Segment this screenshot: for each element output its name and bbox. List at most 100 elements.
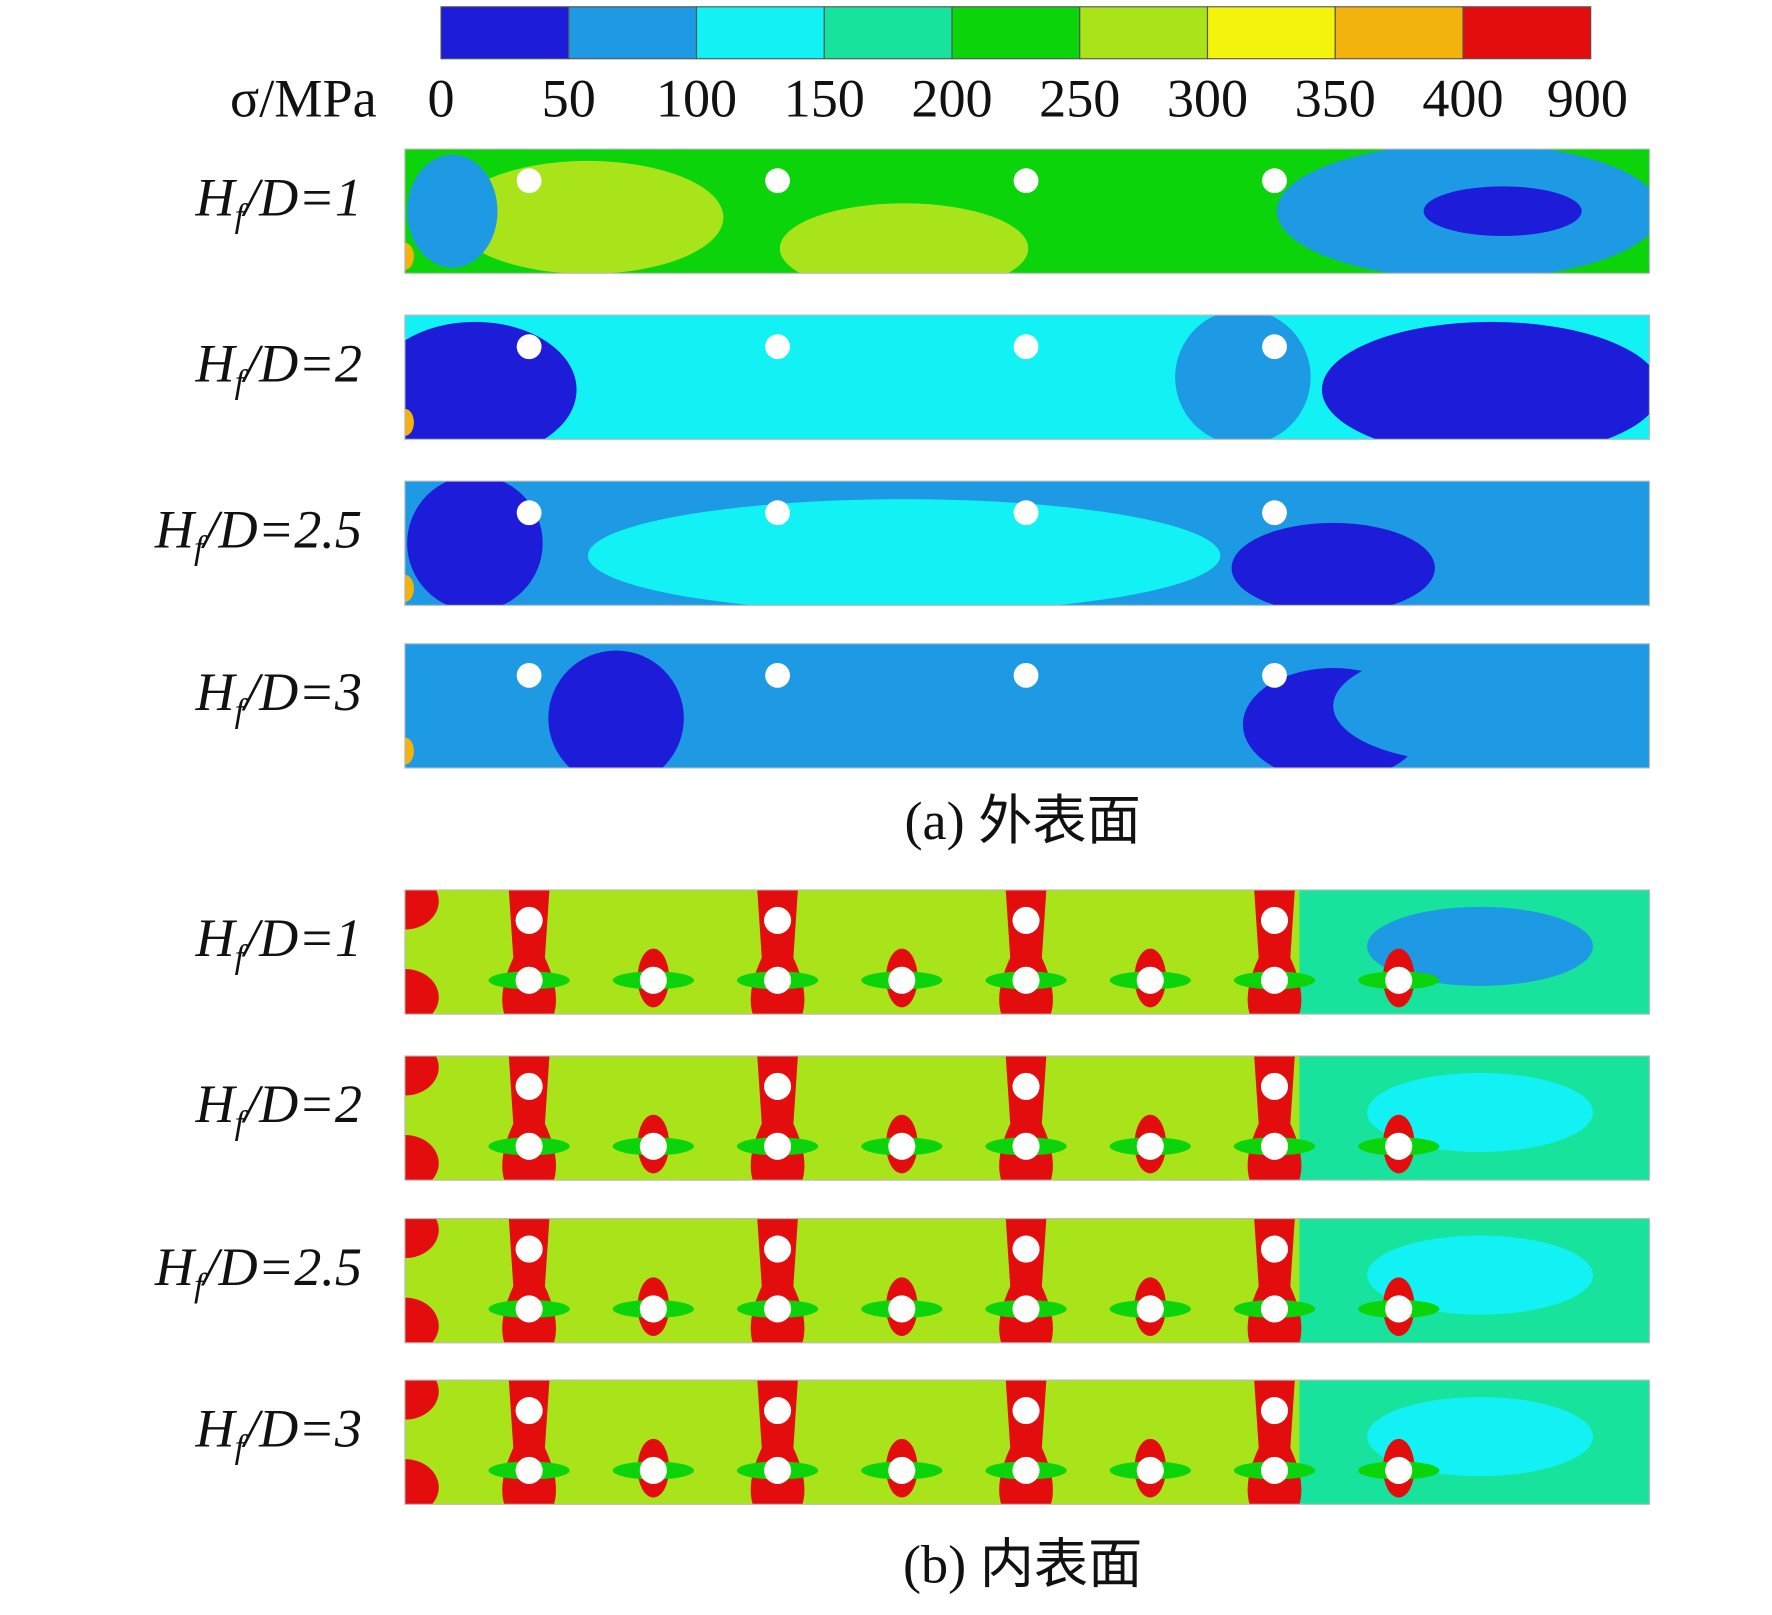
hole	[639, 1456, 667, 1484]
contour-plot	[404, 1055, 1651, 1181]
contour-region	[404, 1218, 439, 1259]
row-label: Hf/D=1	[195, 168, 362, 235]
colorbar-swatch	[1079, 6, 1209, 60]
colorbar-swatch	[440, 6, 570, 60]
hole	[1260, 1072, 1289, 1101]
contour-region	[1175, 315, 1311, 440]
contour-plot	[404, 889, 1651, 1015]
hole	[515, 906, 543, 934]
hole	[764, 1132, 792, 1160]
contour-region	[779, 203, 1029, 274]
label-ratio: /D=1	[241, 168, 362, 228]
hole	[1012, 966, 1040, 994]
hole	[1262, 662, 1287, 688]
contour-region	[404, 1055, 439, 1096]
contour-plot	[404, 1218, 1651, 1344]
row-label: Hf/D=3	[195, 1399, 362, 1466]
hole	[515, 966, 543, 994]
hole	[515, 1235, 543, 1263]
hole	[764, 1295, 792, 1323]
hole	[765, 168, 791, 194]
hole	[1262, 168, 1287, 194]
label-ratio: /D=1	[241, 909, 362, 969]
plot-border	[404, 1218, 1651, 1344]
hole	[765, 662, 791, 688]
hole	[1012, 1397, 1040, 1425]
contour-region	[1367, 1397, 1593, 1477]
contour-fill	[404, 481, 1650, 606]
hole	[1013, 334, 1039, 360]
contour-region	[404, 889, 439, 930]
hole	[1136, 1456, 1164, 1484]
hole	[1136, 1295, 1164, 1323]
hole	[516, 334, 542, 360]
contour-region	[407, 154, 498, 268]
hole	[1012, 1072, 1040, 1101]
hole	[516, 168, 542, 194]
hole	[1013, 168, 1039, 194]
hole	[1260, 1456, 1289, 1484]
colorbar-tick-label: 300	[1167, 68, 1248, 128]
hole	[1012, 906, 1040, 934]
label-symbol: H	[195, 334, 238, 394]
hole	[1136, 966, 1164, 994]
label-ratio: /D=3	[241, 662, 362, 722]
hole	[764, 966, 792, 994]
contour-region	[1367, 1072, 1593, 1152]
hole	[764, 1235, 792, 1263]
colorbar-swatch	[1334, 6, 1464, 60]
contour-fill	[404, 149, 1650, 274]
hole	[765, 334, 791, 360]
hole	[1385, 966, 1413, 994]
label-ratio: /D=2	[241, 334, 362, 394]
contour-plot	[404, 1379, 1651, 1505]
hole	[888, 1295, 916, 1323]
colorbar-label: σ/MPa	[230, 68, 377, 128]
colorbar-tick-label: 900	[1547, 68, 1628, 128]
contour-region	[404, 242, 414, 270]
hole	[764, 1397, 792, 1425]
contour-region	[404, 321, 577, 440]
label-ratio: /D=2	[241, 1075, 362, 1135]
colorbar-tick-label: 250	[1039, 68, 1120, 128]
hole	[515, 1397, 543, 1425]
plot-border	[404, 148, 1651, 274]
hole	[1012, 1295, 1040, 1323]
hole	[764, 1456, 792, 1484]
hole	[764, 906, 792, 934]
contour-region	[407, 481, 543, 606]
hole	[1385, 1132, 1413, 1160]
colorbar-tick-label: 100	[656, 68, 737, 128]
row-label: Hf/D=2	[195, 1075, 362, 1142]
hole	[1260, 1235, 1289, 1263]
contour-region	[1321, 321, 1650, 440]
colorbar-tick-label: 50	[542, 68, 596, 128]
contour-fill	[404, 643, 1650, 768]
colorbar-swatch	[568, 6, 698, 60]
contour-region	[404, 408, 414, 436]
hole	[1260, 1397, 1289, 1425]
hole	[516, 662, 542, 688]
row-label: Hf/D=2	[195, 334, 362, 401]
colorbar-swatch	[951, 6, 1081, 60]
colorbar-tick-label: 150	[784, 68, 865, 128]
contour-region	[404, 574, 414, 602]
hole	[1136, 1132, 1164, 1160]
plot-border	[404, 1055, 1651, 1181]
hole	[1012, 1235, 1040, 1263]
contour-plot	[404, 314, 1651, 440]
hole	[764, 1072, 792, 1101]
colorbar-tick-label: 350	[1295, 68, 1376, 128]
contour-region	[404, 1459, 439, 1505]
hole	[765, 500, 791, 526]
hole	[1260, 1295, 1289, 1323]
contour-region	[1367, 906, 1593, 986]
label-symbol: H	[195, 909, 238, 969]
row-label: Hf/D=2.5	[154, 1237, 362, 1304]
label-ratio: /D=2.5	[200, 500, 362, 560]
colorbar-swatch	[1206, 6, 1336, 60]
contour-region	[1231, 522, 1435, 606]
contour-plot	[404, 148, 1651, 274]
contour-fill	[404, 1380, 1650, 1505]
